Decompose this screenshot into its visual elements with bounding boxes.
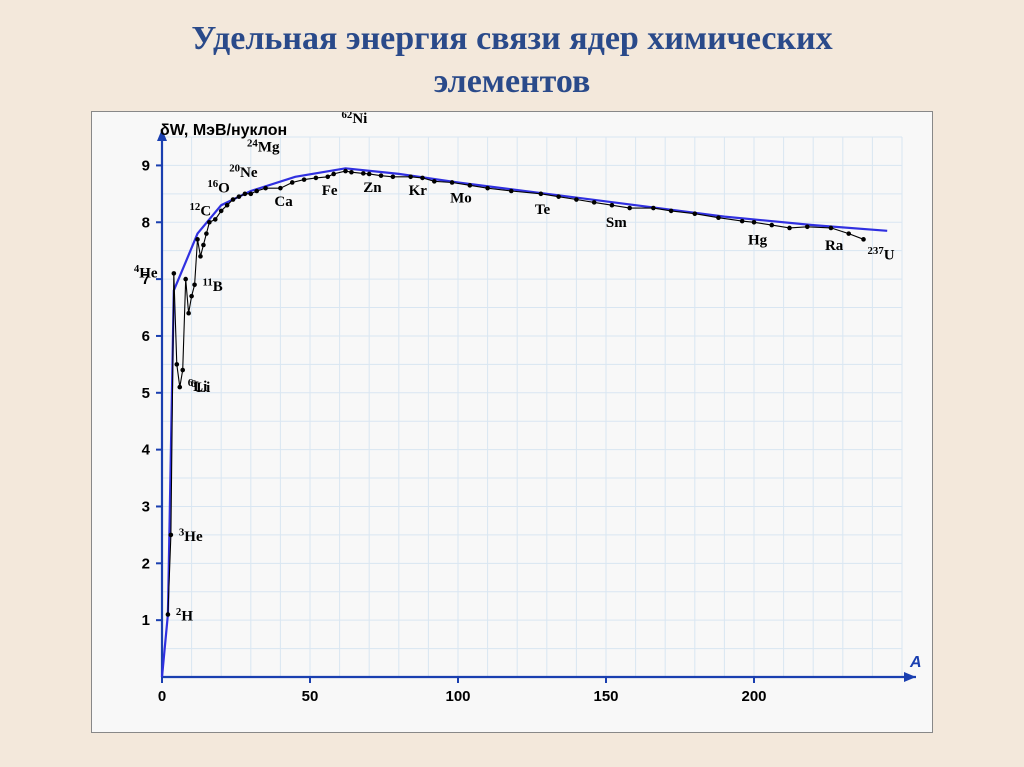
svg-text:Ra: Ra [825, 238, 844, 254]
svg-text:Hg: Hg [748, 232, 768, 248]
svg-text:3: 3 [142, 498, 150, 515]
page-title: Удельная энергия связи ядер химических э… [0, 0, 1024, 109]
svg-text:Kr: Kr [409, 183, 428, 199]
svg-text:200: 200 [741, 688, 766, 705]
svg-text:1: 1 [142, 612, 150, 629]
chart-container: 050100150200123456789δW, МэВ/нуклонA2H3H… [91, 111, 933, 733]
binding-energy-chart: 050100150200123456789δW, МэВ/нуклонA2H3H… [92, 112, 932, 732]
svg-text:100: 100 [445, 688, 470, 705]
svg-text:Sm: Sm [606, 215, 627, 231]
svg-text:50: 50 [302, 688, 319, 705]
svg-text:6: 6 [142, 328, 150, 345]
svg-text:Te: Te [535, 202, 551, 218]
svg-text:2: 2 [142, 555, 150, 572]
svg-text:A: A [909, 654, 922, 671]
svg-text:Fe: Fe [322, 183, 338, 199]
title-line2: элементов [434, 63, 591, 100]
svg-text:8: 8 [142, 214, 150, 231]
title-line1: Удельная энергия связи ядер химических [191, 20, 832, 57]
svg-text:0: 0 [158, 688, 166, 705]
svg-text:Mo: Mo [450, 190, 472, 206]
svg-text:4: 4 [142, 442, 151, 459]
svg-text:Ca: Ca [274, 194, 293, 210]
svg-text:9: 9 [142, 157, 150, 174]
svg-text:δW, МэВ/нуклон: δW, МэВ/нуклон [160, 122, 287, 139]
svg-text:150: 150 [593, 688, 618, 705]
svg-text:Zn: Zn [363, 180, 382, 196]
svg-text:5: 5 [142, 385, 150, 402]
